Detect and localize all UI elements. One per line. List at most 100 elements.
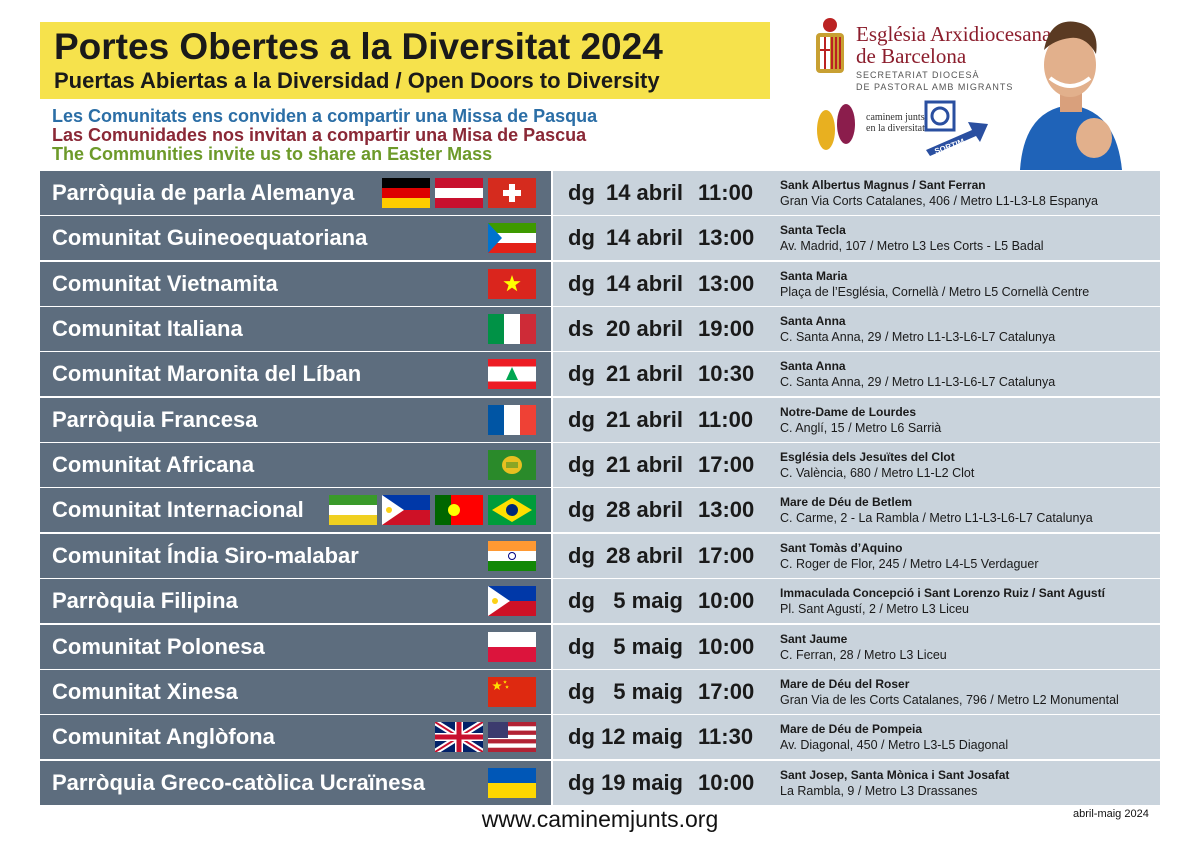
date: 21 abril (605, 452, 683, 478)
address: C. Ferran, 28 / Metro L3 Liceu (780, 647, 947, 662)
time: 19:00 (698, 316, 755, 342)
dept: SECRETARIAT DIOCESÀ (856, 70, 980, 80)
community-cell: Parròquia Francesa (40, 397, 551, 442)
flag (488, 404, 536, 435)
place: Sant Jaume (780, 631, 848, 646)
table-row: Comunitat Guineoequatoriana dg 14 abril 13:… (40, 216, 1160, 261)
community-name: Comunitat Maronita del Líban (52, 361, 362, 387)
address: C. Santa Anna, 29 / Metro L1-L3-L6-L7 Ca… (780, 330, 1056, 345)
footer-url: www.caminemjunts.org (481, 806, 719, 832)
day: dg (568, 633, 595, 659)
table-row: Comunitat Italiana ds 20 abril 19:00 Santa A… (40, 307, 1160, 352)
community-cell: Comunitat Índia Siro-malabar (40, 533, 551, 578)
place: Immaculada Concepció i Sant Lorenzo Ruiz… (780, 586, 1105, 601)
table-row: Comunitat Africana dg 21 abril 17:00 Esglési… (40, 443, 1160, 488)
date: 12 maig (601, 724, 683, 750)
place: Santa Anna (780, 359, 846, 374)
org-name: de Barcelona (856, 44, 967, 68)
flag (435, 178, 483, 208)
community-cell: Parròquia Greco-catòlica Ucraïnesa (40, 760, 551, 805)
community-name: Comunitat Italiana (52, 316, 243, 342)
community-cell: Parròquia de parla Alemanya (40, 171, 551, 215)
community-cell: Comunitat Vietnamita (40, 261, 551, 306)
date: 20 abril (605, 316, 683, 342)
time: 17:00 (698, 678, 755, 704)
address: C. Anglí, 15 / Metro L6 Sarrià (780, 420, 942, 435)
details-cell: dg 21 abril 10:30 Santa Anna C. Santa Anna, … (553, 352, 1160, 397)
address: Gran Via de les Corts Catalanes, 796 / M… (780, 692, 1119, 707)
time: 11:30 (698, 724, 754, 750)
details-cell: dg 14 abril 11:00 Sank Albertus Magnus / Sa… (553, 171, 1160, 215)
community-cell: Comunitat Africana (40, 443, 551, 488)
dept: DE PASTORAL AMB MIGRANTS (856, 82, 1014, 92)
time: 11:00 (698, 406, 754, 432)
table-row: Comunitat Vietnamita dg 14 abril 13:00 Santa… (40, 261, 1160, 306)
flag (488, 178, 536, 208)
details-cell: ds 20 abril 19:00 Santa Anna C. Santa Anna, … (553, 307, 1160, 352)
date: 28 abril (605, 497, 683, 523)
person-photo (1020, 21, 1122, 170)
time: 10:00 (698, 769, 755, 795)
community-cell: Comunitat Anglòfona (40, 715, 551, 760)
day: dg (568, 180, 595, 205)
title-box: Portes Obertes a la Diversitat 2024 Puer… (40, 22, 770, 99)
table-row: Parròquia Greco-catòlica Ucraïnesa dg 19 m… (40, 760, 1160, 805)
day: dg (568, 270, 595, 296)
address: Av. Madrid, 107 / Metro L3 Les Corts - L… (780, 239, 1044, 254)
day: dg (568, 769, 595, 795)
place: Santa Tecla (780, 223, 846, 238)
flag (488, 586, 536, 617)
date: 14 abril (605, 270, 683, 296)
flag (329, 495, 377, 526)
community-name: Comunitat Guineoequatoriana (52, 225, 368, 251)
date: 14 abril (605, 225, 683, 251)
place: Sant Josep, Santa Mònica i Sant Josafat (780, 767, 1010, 782)
time: 17:00 (698, 542, 755, 568)
details-cell: dg 21 abril 17:00 Església dels Jesuïtes de… (553, 443, 1160, 488)
time: 10:00 (698, 633, 755, 659)
details-cell: dg 28 abril 13:00 Mare de Déu de Betlem C. C… (553, 488, 1160, 533)
details-cell: dg 5 maig 10:00 Immaculada Concepció i Sant… (553, 579, 1160, 624)
place: Mare de Déu de Betlem (780, 495, 913, 510)
date: 19 maig (601, 769, 683, 795)
day: dg (568, 542, 595, 568)
day: dg (568, 361, 595, 387)
day: dg (568, 678, 595, 704)
time: 13:00 (698, 270, 755, 296)
community-name: Comunitat Xinesa (52, 678, 238, 704)
time: 13:00 (698, 497, 755, 523)
date: 5 maig (613, 678, 683, 704)
day: dg (568, 497, 595, 523)
day: dg (568, 225, 595, 251)
community-cell: Comunitat Guineoequatoriana (40, 216, 551, 261)
place: Mare de Déu del Roser (780, 676, 910, 691)
community-cell: Comunitat Italiana (40, 307, 551, 352)
address: C. Santa Anna, 29 / Metro L1-L3-L6-L7 Ca… (780, 375, 1056, 390)
table-row: Parròquia Francesa dg 21 abril 11:00 Notre-D… (40, 397, 1160, 442)
table-row: Comunitat Anglòfona dg 12 maig 11:30 Mare de… (40, 715, 1160, 760)
time: 10:30 (698, 361, 755, 387)
table-row: Comunitat Internacional dg 28 abril 13:00 Ma… (40, 488, 1160, 533)
flag (488, 676, 536, 707)
flag (435, 495, 483, 526)
date: 28 abril (605, 542, 683, 568)
table-row: Comunitat Índia Siro-malabar dg 28 abril 17… (40, 533, 1160, 578)
place: Santa Maria (780, 268, 848, 283)
address: C. Roger de Flor, 245 / Metro L4-L5 Verd… (780, 556, 1039, 571)
day: dg (568, 724, 595, 750)
community-cell: Comunitat Xinesa (40, 669, 551, 714)
address: Pl. Sant Agustí, 2 / Metro L3 Liceu (780, 602, 969, 617)
time: 13:00 (698, 225, 755, 251)
address: Plaça de l’Església, Cornellà / Metro L5… (780, 284, 1090, 299)
community-name: Parròquia de parla Alemanya (52, 180, 355, 205)
address: Gran Via Corts Catalanes, 406 / Metro L1… (780, 194, 1098, 208)
table-row: Parròquia de parla Alemanya dg 14 abril 11:… (40, 171, 1160, 215)
community-name: Parròquia Filipina (52, 588, 238, 614)
footer-date: abril-maig 2024 (1073, 808, 1149, 820)
title: Portes Obertes a la Diversitat 2024 (54, 26, 663, 67)
details-cell: dg 21 abril 11:00 Notre-Dame de Lourdes C. A… (553, 397, 1160, 442)
day: dg (568, 588, 595, 614)
flag (488, 223, 536, 254)
place: Sank Albertus Magnus / Sant Ferran (780, 178, 986, 192)
